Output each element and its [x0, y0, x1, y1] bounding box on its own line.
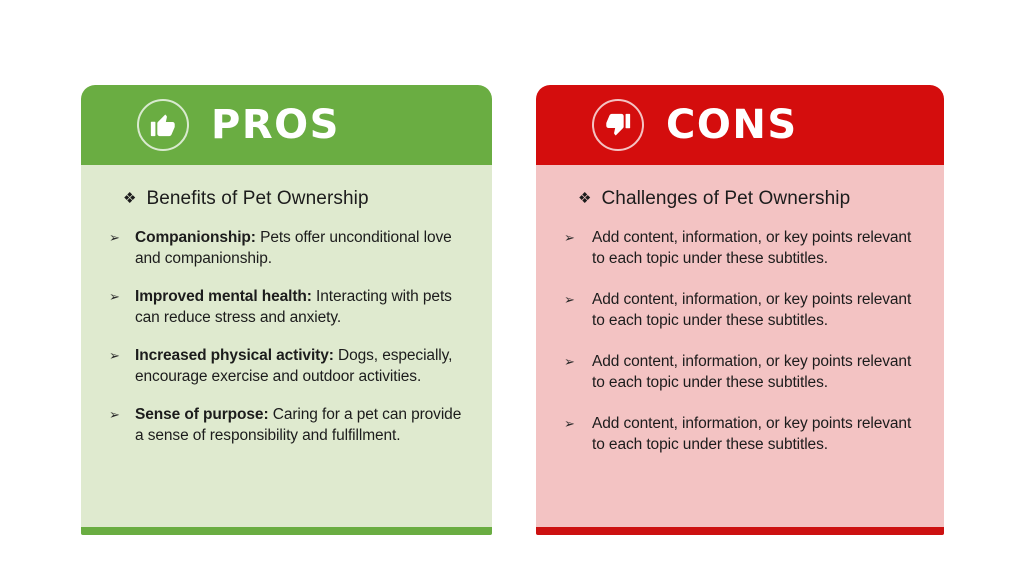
pros-item-text: Increased physical activity: Dogs, espec…	[135, 345, 466, 387]
pros-card: PROS ❖ Benefits of Pet Ownership ➢ Compa…	[81, 85, 492, 535]
list-item: ➢ Add content, information, or key point…	[564, 227, 918, 269]
pros-item-text: Companionship: Pets offer unconditional …	[135, 227, 466, 269]
pros-item-lead: Sense of purpose:	[135, 406, 269, 423]
arrow-bullet-icon: ➢	[109, 348, 120, 363]
cons-card: CONS ❖ Challenges of Pet Ownership ➢ Add…	[536, 85, 944, 535]
list-item: ➢ Companionship: Pets offer unconditiona…	[109, 227, 466, 269]
pros-card-body: ❖ Benefits of Pet Ownership ➢ Companions…	[81, 165, 492, 527]
diamond-bullet-icon: ❖	[578, 190, 592, 207]
pros-item-lead: Companionship:	[135, 229, 256, 246]
cons-item-text: Add content, information, or key points …	[592, 229, 912, 267]
cons-title: CONS	[666, 102, 798, 148]
cons-item-text: Add content, information, or key points …	[592, 415, 912, 453]
cons-item-text: Add content, information, or key points …	[592, 291, 912, 329]
cons-subtitle-row: ❖ Challenges of Pet Ownership	[564, 187, 918, 211]
pros-item-text: Improved mental health: Interacting with…	[135, 286, 466, 328]
pros-card-header: PROS	[81, 85, 492, 165]
arrow-bullet-icon: ➢	[109, 230, 120, 245]
cons-bullet-list: ➢ Add content, information, or key point…	[564, 227, 918, 455]
arrow-bullet-icon: ➢	[564, 230, 575, 245]
arrow-bullet-icon: ➢	[109, 289, 120, 304]
list-item: ➢ Add content, information, or key point…	[564, 413, 918, 455]
list-item: ➢ Sense of purpose: Caring for a pet can…	[109, 404, 466, 446]
list-item: ➢ Increased physical activity: Dogs, esp…	[109, 345, 466, 387]
arrow-bullet-icon: ➢	[564, 354, 575, 369]
cons-footer-bar	[536, 527, 944, 535]
arrow-bullet-icon: ➢	[564, 292, 575, 307]
pros-item-lead: Increased physical activity:	[135, 347, 334, 364]
pros-subtitle: Benefits of Pet Ownership	[146, 188, 369, 209]
thumbs-down-icon	[592, 99, 644, 151]
pros-item-body: Interacting with pets can reduce stress …	[135, 288, 452, 326]
pros-item-body: Caring for a pet can provide a sense of …	[135, 406, 462, 444]
cons-card-header: CONS	[536, 85, 944, 165]
cons-subtitle: Challenges of Pet Ownership	[601, 188, 851, 209]
list-item: ➢ Improved mental health: Interacting wi…	[109, 286, 466, 328]
pros-item-lead: Improved mental health:	[135, 288, 312, 305]
thumbs-up-icon	[137, 99, 189, 151]
cons-item-text: Add content, information, or key points …	[592, 353, 912, 391]
pros-bullet-list: ➢ Companionship: Pets offer unconditiona…	[109, 227, 466, 446]
list-item: ➢ Add content, information, or key point…	[564, 289, 918, 331]
cons-card-body: ❖ Challenges of Pet Ownership ➢ Add cont…	[536, 165, 944, 527]
list-item: ➢ Add content, information, or key point…	[564, 351, 918, 393]
arrow-bullet-icon: ➢	[109, 407, 120, 422]
pros-subtitle-row: ❖ Benefits of Pet Ownership	[109, 187, 466, 211]
arrow-bullet-icon: ➢	[564, 416, 575, 431]
pros-footer-bar	[81, 527, 492, 535]
diamond-bullet-icon: ❖	[123, 190, 137, 207]
pros-title: PROS	[211, 102, 340, 148]
pros-item-text: Sense of purpose: Caring for a pet can p…	[135, 404, 466, 446]
pros-item-body: Dogs, especially, encourage exercise and…	[135, 347, 453, 385]
pros-item-body: Pets offer unconditional love and compan…	[135, 229, 452, 267]
